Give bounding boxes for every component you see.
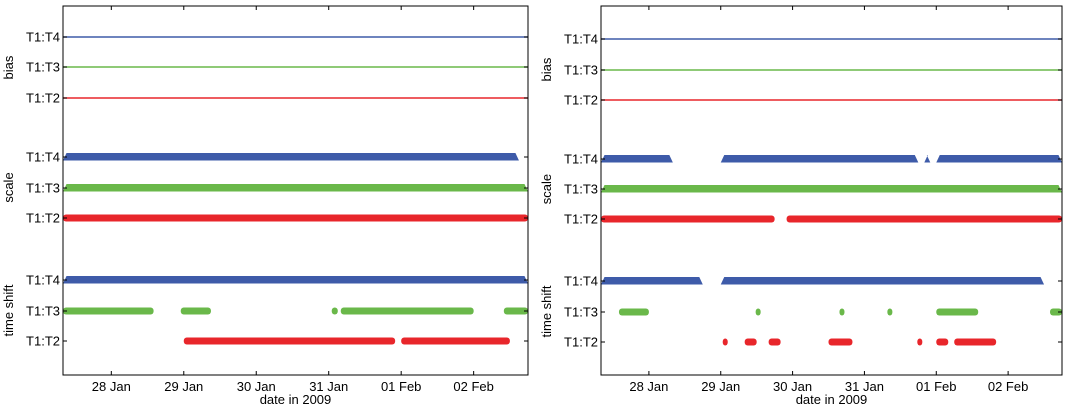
series-segment (936, 155, 1062, 163)
series-segment (601, 155, 673, 163)
x-tick-label: 01 Feb (916, 379, 956, 394)
series-scale-t1-t2 (63, 214, 528, 222)
chart-panel-1: T1:T4 T1:T3 T1:T2 T1:T4 T1:T3 T1:T2 T1:T4 T1:T3… (1, 5, 529, 407)
y-tick-label: T1:T3 (564, 305, 598, 320)
x-tick-label: 29 Jan (701, 379, 740, 394)
x-axis-label: date in 2009 (796, 392, 868, 407)
x-tick-label: 01 Feb (381, 379, 421, 394)
series-segment (755, 308, 761, 316)
series-scale-t1-t3 (63, 184, 528, 192)
series-scale-t1-t2 (601, 215, 1062, 223)
x-axis-label: date in 2009 (260, 392, 332, 407)
group-label: time shift (1, 284, 16, 336)
series-segment (936, 338, 949, 346)
series-segment (936, 308, 979, 316)
y-tick-label: T1:T4 (26, 150, 60, 165)
group-label: scale (1, 172, 16, 202)
y-tick-label: T1:T3 (564, 182, 598, 197)
series-segment (722, 338, 728, 346)
x-tick-label: 31 Jan (309, 379, 348, 394)
series-segment (63, 153, 519, 161)
series-segment (839, 308, 845, 316)
axes-frame (62, 5, 529, 376)
series-segment (786, 215, 1062, 223)
y-tick-label: T1:T4 (26, 273, 60, 288)
series-segment (887, 308, 893, 316)
series-segment (720, 155, 919, 163)
chart-panel-2: T1:T4 T1:T3 T1:T2 T1:T4 T1:T3 T1:T2 T1:T4 T1:T3… (539, 5, 1063, 407)
y-tick-label: T1:T4 (564, 32, 598, 47)
series-scale-t1-t4 (601, 155, 1062, 163)
series-segment (63, 214, 528, 222)
series-segment (720, 277, 1045, 285)
series-time-shift-t1-t3 (618, 308, 1062, 316)
y-tick-label: T1:T2 (564, 93, 598, 108)
group-label: time shift (539, 285, 554, 337)
series-time-shift-t1-t4 (601, 277, 1045, 285)
y-tick-label: T1:T3 (26, 181, 60, 196)
series-segment (917, 338, 923, 346)
series-segment (601, 277, 703, 285)
y-tick-label: T1:T2 (564, 212, 598, 227)
series-scale-t1-t3 (601, 185, 1062, 193)
y-tick-label: T1:T3 (26, 304, 60, 319)
series-segment (768, 338, 781, 346)
x-tick-label: 02 Feb (988, 379, 1028, 394)
group-label: bias (1, 55, 16, 79)
y-tick-label: T1:T4 (564, 274, 598, 289)
y-tick-label: T1:T3 (26, 60, 60, 75)
series-segment (183, 337, 396, 345)
series-segment (828, 338, 853, 346)
series-segment (63, 307, 154, 315)
y-tick-label: T1:T2 (26, 91, 60, 106)
series-segment (618, 308, 649, 316)
x-tick-label: 28 Jan (629, 379, 668, 394)
x-tick-label: 29 Jan (164, 379, 203, 394)
series-scale-t1-t4 (63, 153, 519, 161)
y-tick-label: T1:T4 (564, 152, 598, 167)
series-time-shift-t1-t3 (63, 307, 528, 315)
series-segment (954, 338, 997, 346)
x-tick-label: 02 Feb (453, 379, 493, 394)
x-tick-label: 31 Jan (845, 379, 884, 394)
series-segment (180, 307, 211, 315)
x-tick-label: 28 Jan (92, 379, 131, 394)
series-time-shift-t1-t4 (63, 276, 528, 284)
series-segment (503, 307, 528, 315)
y-tick-label: T1:T2 (26, 334, 60, 349)
y-tick-label: T1:T2 (26, 211, 60, 226)
series-segment (401, 337, 510, 345)
x-tick-label: 30 Jan (773, 379, 812, 394)
series-segment (924, 155, 931, 163)
series-segment (331, 307, 338, 315)
y-tick-label: T1:T4 (26, 30, 60, 45)
group-label: bias (539, 57, 554, 81)
y-tick-label: T1:T3 (564, 63, 598, 78)
series-segment (601, 185, 1062, 193)
series-segment (1050, 308, 1062, 316)
series-segment (744, 338, 757, 346)
group-label: scale (539, 174, 554, 204)
series-segment (63, 184, 528, 192)
y-tick-label: T1:T2 (564, 335, 598, 350)
series-time-shift-t1-t2 (722, 338, 997, 346)
series-segment (601, 215, 775, 223)
series-time-shift-t1-t2 (183, 337, 510, 345)
series-segment (63, 276, 528, 284)
x-tick-label: 30 Jan (237, 379, 276, 394)
axes-frame (600, 5, 1063, 376)
series-segment (340, 307, 474, 315)
